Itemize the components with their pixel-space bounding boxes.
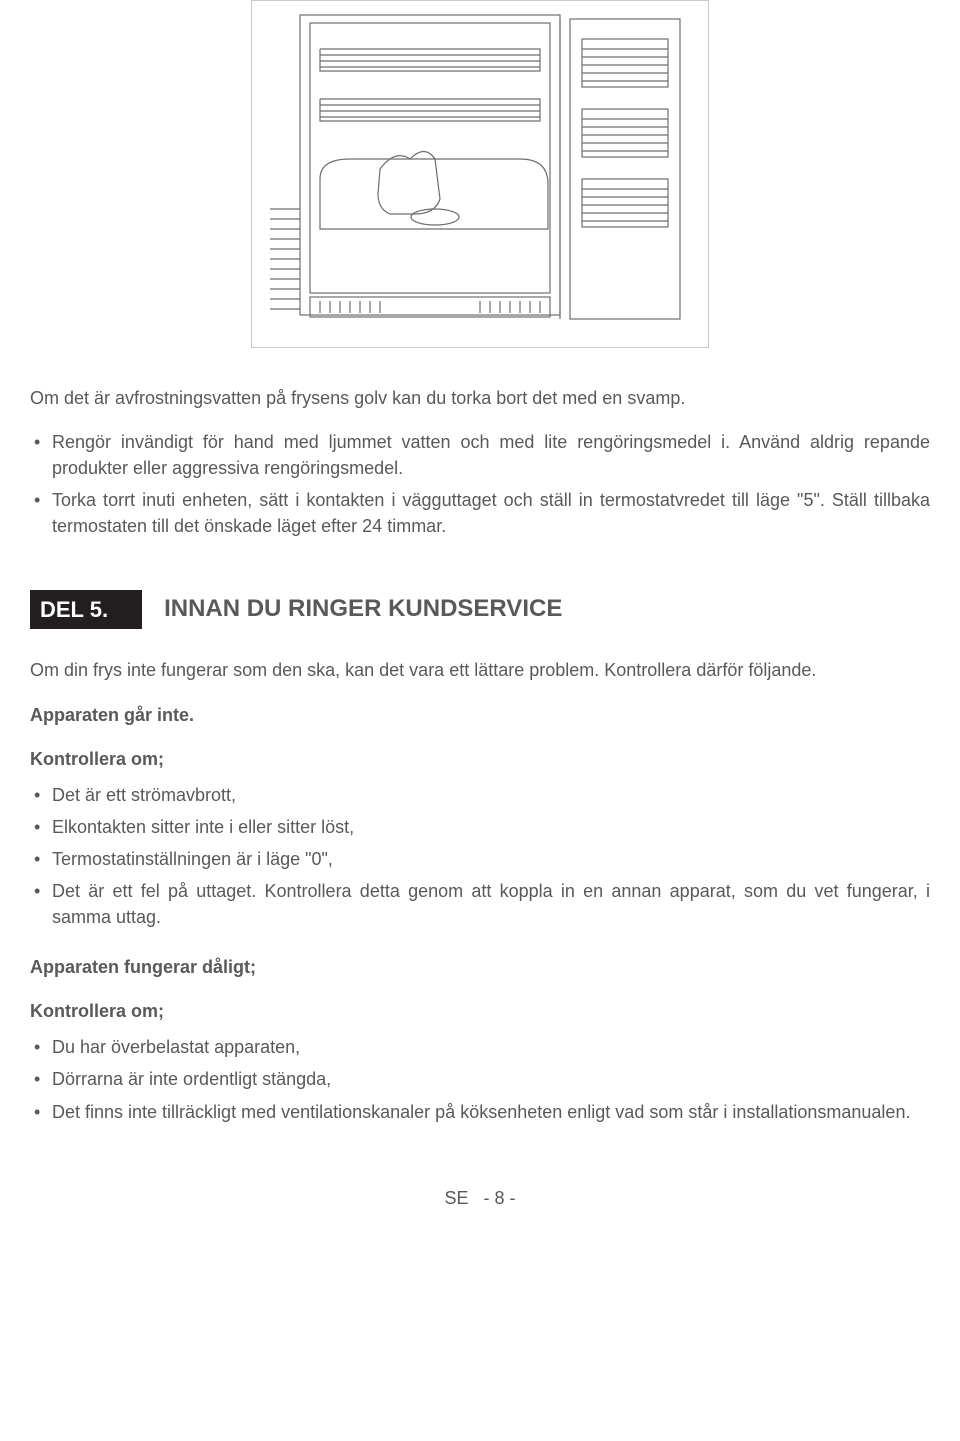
footer-sep: - xyxy=(483,1188,489,1208)
freezer-line-art xyxy=(260,9,700,339)
list-item: Det är ett fel på uttaget. Kontrollera d… xyxy=(30,878,930,930)
list-item: Det är ett strömavbrott, xyxy=(30,782,930,808)
list-item: Dörrarna är inte ordentligt stängda, xyxy=(30,1066,930,1092)
section-title: INNAN DU RINGER KUNDSERVICE xyxy=(164,592,562,627)
section5-intro: Om din frys inte fungerar som den ska, k… xyxy=(30,657,930,683)
list-item: Du har överbelastat apparaten, xyxy=(30,1034,930,1060)
group2-check-label: Kontrollera om; xyxy=(30,998,930,1024)
list-item: Termostatinställningen är i läge "0", xyxy=(30,846,930,872)
group1-heading: Apparaten går inte. xyxy=(30,702,930,728)
section-heading-row: DEL 5. INNAN DU RINGER KUNDSERVICE xyxy=(30,590,930,630)
footer-page: 8 xyxy=(495,1188,505,1208)
group1-bullets: Det är ett strömavbrott, Elkontakten sit… xyxy=(30,782,930,930)
list-item: Elkontakten sitter inte i eller sitter l… xyxy=(30,814,930,840)
group2-bullets: Du har överbelastat apparaten, Dörrarna … xyxy=(30,1034,930,1124)
illustration-container xyxy=(30,0,930,355)
group1-check-label: Kontrollera om; xyxy=(30,746,930,772)
section-badge: DEL 5. xyxy=(30,590,142,630)
footer-sep2: - xyxy=(510,1188,516,1208)
list-item: Rengör invändigt för hand med ljummet va… xyxy=(30,429,930,481)
group2-heading: Apparaten fungerar dåligt; xyxy=(30,954,930,980)
page-footer: SE - 8 - xyxy=(30,1185,930,1211)
list-item: Torka torrt inuti enheten, sätt i kontak… xyxy=(30,487,930,539)
intro-paragraph: Om det är avfrostningsvatten på frysens … xyxy=(30,385,930,411)
list-item: Det finns inte tillräckligt med ventilat… xyxy=(30,1099,930,1125)
freezer-illustration-frame xyxy=(251,0,709,348)
footer-lang: SE xyxy=(444,1188,468,1208)
intro-bullet-list: Rengör invändigt för hand med ljummet va… xyxy=(30,429,930,539)
